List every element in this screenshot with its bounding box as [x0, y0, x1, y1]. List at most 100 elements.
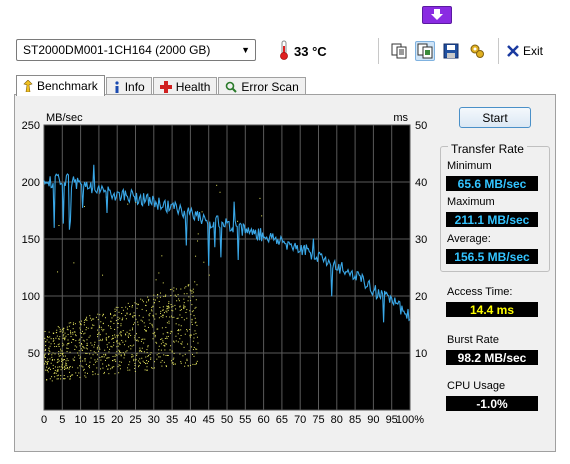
access-time-point [93, 318, 95, 320]
access-time-point [66, 351, 68, 353]
access-time-point [47, 361, 49, 363]
access-time-point [173, 287, 175, 289]
access-time-point [44, 356, 46, 358]
x-tick-label: 5 [59, 414, 65, 426]
access-time-point [203, 261, 205, 263]
access-time-point [81, 330, 83, 332]
access-time-point [131, 329, 133, 331]
access-time-point [194, 307, 196, 309]
access-time-point [165, 310, 167, 312]
access-time-point [72, 374, 74, 376]
access-time-point [165, 316, 167, 318]
save-button[interactable] [441, 41, 461, 61]
access-time-point [84, 318, 86, 320]
access-time-point [56, 329, 58, 331]
access-time-point [148, 360, 150, 362]
access-time-point [166, 338, 168, 340]
access-time-point [136, 339, 138, 341]
access-time-point [138, 364, 140, 366]
tab-health-label: Health [175, 79, 211, 94]
access-time-point [161, 255, 163, 257]
access-time-point [60, 378, 62, 380]
access-time-point [189, 335, 191, 337]
access-time-point [64, 337, 66, 339]
tab-benchmark[interactable]: Benchmark [16, 75, 105, 96]
tab-error-scan[interactable]: Error Scan [218, 77, 306, 95]
access-time-point [135, 358, 137, 360]
access-time-point [183, 293, 185, 295]
access-time-point [58, 224, 60, 226]
access-time-point [170, 330, 172, 332]
access-time-point [176, 318, 178, 320]
access-time-point [166, 336, 168, 338]
access-time-point [129, 361, 131, 363]
start-button[interactable]: Start [459, 107, 531, 128]
access-time-point [150, 358, 152, 360]
access-time-point [162, 309, 164, 311]
access-time-point [97, 345, 99, 347]
access-time-point [164, 345, 166, 347]
access-time-point [118, 364, 120, 366]
options-button[interactable] [467, 41, 487, 61]
copy-text-button[interactable] [389, 41, 409, 61]
copy-image-button[interactable] [415, 41, 435, 61]
access-time-point [45, 361, 47, 363]
access-time-point [97, 329, 99, 331]
access-time-point [138, 366, 140, 368]
access-time-point [114, 314, 116, 316]
download-badge[interactable] [422, 6, 452, 24]
access-time-point [173, 357, 175, 359]
access-time-point [44, 337, 46, 339]
access-time-point [156, 358, 158, 360]
access-time-point [128, 333, 130, 335]
exit-button[interactable]: Exit [507, 44, 543, 58]
access-time-point [139, 347, 141, 349]
access-time-point [134, 367, 136, 369]
access-time-point [51, 354, 53, 356]
access-time-point [90, 350, 92, 352]
x-tick-label: 60 [257, 414, 269, 426]
tab-info[interactable]: Info [105, 77, 152, 95]
access-time-point [162, 333, 164, 335]
access-time-point [173, 340, 175, 342]
access-time-point [141, 338, 143, 340]
access-time-point [88, 365, 90, 367]
access-time-point [156, 297, 158, 299]
access-time-point [84, 372, 86, 374]
access-time-point [44, 363, 46, 365]
access-time-point [58, 353, 60, 355]
access-time-point [84, 375, 86, 377]
access-time-point [179, 306, 181, 308]
access-time-point [95, 316, 97, 318]
access-time-point [60, 369, 62, 371]
access-time-point [102, 338, 104, 340]
access-time-point [180, 309, 182, 311]
access-time-point [58, 345, 60, 347]
access-time-point [169, 349, 171, 351]
access-time-point [67, 342, 69, 344]
tab-health[interactable]: Health [152, 77, 218, 95]
access-time-point [177, 341, 179, 343]
access-time-point [86, 353, 88, 355]
access-time-point [120, 354, 122, 356]
access-time-point [105, 333, 107, 335]
access-time-point [154, 302, 156, 304]
access-time-point [159, 296, 161, 298]
drive-select[interactable]: ST2000DM001-1CH164 (2000 GB) ▼ [16, 39, 256, 61]
access-time-point [185, 362, 187, 364]
maximum-label: Maximum [447, 196, 495, 208]
access-time-point [95, 352, 97, 354]
access-time-point [84, 360, 86, 362]
access-time-point [52, 367, 54, 369]
access-time-point [180, 288, 182, 290]
access-time-point [126, 308, 128, 310]
access-time-point [180, 362, 182, 364]
access-time-point [158, 356, 160, 358]
access-time-point [163, 296, 165, 298]
x-tick-label: 20 [111, 414, 123, 426]
access-time-point [129, 333, 131, 335]
access-time-point [162, 314, 164, 316]
access-time-point [159, 292, 161, 294]
access-time-point [139, 361, 141, 363]
access-time-point [123, 357, 125, 359]
